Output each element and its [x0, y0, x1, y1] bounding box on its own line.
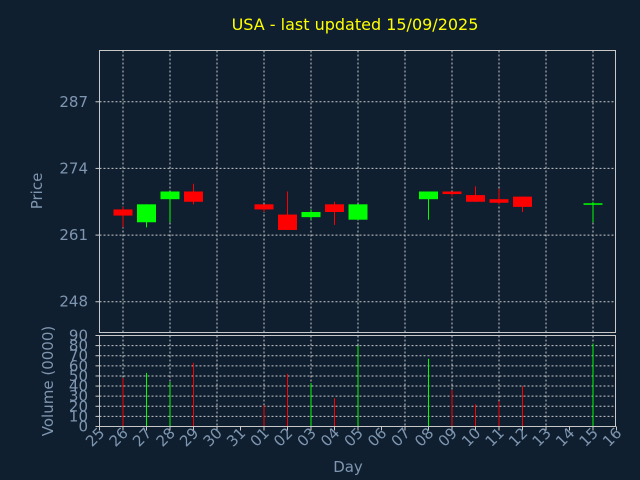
volume-tick-label: 10 — [69, 407, 88, 425]
candle-body — [301, 212, 321, 218]
candle-body — [278, 214, 297, 230]
volume-tick-label: 40 — [69, 377, 88, 395]
x-tick-label: 01 — [247, 424, 273, 450]
x-tick-label: 07 — [388, 424, 414, 450]
volume-tick-label: 0 — [78, 418, 88, 436]
volume-tick-label: 50 — [69, 367, 88, 385]
x-tick-label: 08 — [411, 424, 437, 450]
x-tick-label: 15 — [576, 424, 602, 450]
price-frame — [99, 50, 616, 333]
candle-body — [348, 204, 368, 220]
x-tick-label: 12 — [505, 424, 531, 450]
x-tick-label: 14 — [552, 424, 578, 450]
candle-body — [325, 204, 344, 213]
volume-tick-label: 90 — [69, 327, 88, 345]
price-tick-label: 274 — [59, 159, 88, 177]
x-tick-label: 09 — [435, 424, 461, 450]
candle-body — [254, 204, 274, 210]
candle-body — [113, 209, 133, 216]
candle-body — [442, 191, 462, 195]
volume-axis-label: Volume (0000) — [39, 326, 57, 436]
volume-tick-label: 80 — [69, 337, 88, 355]
x-tick-label: 13 — [529, 424, 555, 450]
price-tick-label: 248 — [59, 293, 88, 311]
x-tick-label: 02 — [270, 424, 296, 450]
candle-body — [160, 191, 180, 200]
candle-body — [466, 195, 485, 202]
x-tick-label: 16 — [599, 424, 625, 450]
x-tick-label: 26 — [106, 424, 132, 450]
candle-body — [513, 196, 532, 207]
x-tick-label: 04 — [317, 424, 343, 450]
price-panel: 248 261 274 287 — [59, 50, 616, 333]
volume-bars — [122, 343, 594, 427]
x-tick-label: 03 — [294, 424, 320, 450]
x-ticks: 2526272829303101020304050607080910111213… — [82, 424, 625, 450]
volume-tick-label: 30 — [69, 387, 88, 405]
x-tick-label: 31 — [223, 424, 249, 450]
x-tick-label: 30 — [200, 424, 226, 450]
volume-tick-label: 70 — [69, 347, 88, 365]
x-tick-label: 05 — [341, 424, 367, 450]
price-y-ticks: 248 261 274 287 — [59, 93, 100, 311]
x-tick-label: 27 — [129, 424, 155, 450]
x-tick-label: 28 — [153, 424, 179, 450]
x-axis-label: Day — [333, 458, 363, 476]
chart-title: USA - last updated 15/09/2025 — [232, 15, 479, 34]
x-tick-label: 29 — [176, 424, 202, 450]
x-tick-label: 11 — [482, 424, 508, 450]
candle-body — [184, 191, 203, 202]
price-tick-label: 261 — [59, 226, 88, 244]
price-axis-label: Price — [28, 173, 46, 210]
price-tick-label: 287 — [59, 93, 88, 111]
candles — [113, 183, 603, 230]
volume-tick-label: 20 — [69, 397, 88, 415]
x-tick-label: 06 — [364, 424, 390, 450]
x-tick-label: 10 — [458, 424, 484, 450]
candle-body — [419, 191, 438, 200]
volume-tick-label: 60 — [69, 357, 88, 375]
candle-body — [489, 199, 509, 203]
candle-body — [137, 204, 156, 223]
candle-body — [583, 203, 603, 205]
